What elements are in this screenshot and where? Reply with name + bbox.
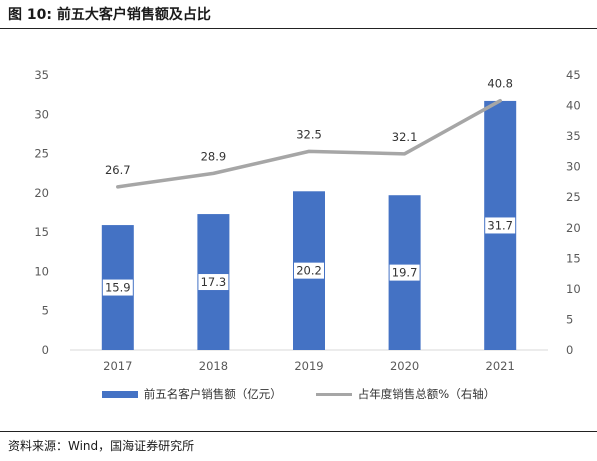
y-left-tick-label: 0 <box>42 343 49 357</box>
chart-title: 图 10: 前五大客户销售额及占比 <box>8 7 211 23</box>
bar-value-label: 15.9 <box>105 281 131 295</box>
y-right-tick-label: 40 <box>566 99 581 113</box>
line-value-label: 26.7 <box>105 163 131 177</box>
x-tick-label: 2021 <box>486 359 515 373</box>
bar-value-label-bg <box>294 262 324 279</box>
legend-swatch-bar <box>101 390 138 398</box>
legend-label-bar: 前五名客户销售额（亿元） <box>143 387 282 401</box>
bar-value-label: 19.7 <box>392 266 418 280</box>
line-value-label: 28.9 <box>201 149 227 163</box>
y-left-tick-label: 5 <box>42 304 49 318</box>
bar-value-label-bg <box>102 279 133 296</box>
y-right-tick-label: 15 <box>566 251 581 265</box>
line-value-label: 40.8 <box>487 77 513 91</box>
y-right-tick-label: 5 <box>566 312 573 326</box>
x-tick-label: 2020 <box>390 359 419 373</box>
x-tick-label: 2019 <box>294 359 323 373</box>
bar-value-label: 31.7 <box>487 218 513 232</box>
title-rule <box>0 28 597 29</box>
y-left-tick-label: 35 <box>34 68 49 82</box>
legend: 前五名客户销售额（亿元） 占年度销售总额%（右轴） <box>0 386 597 402</box>
y-right-tick-label: 30 <box>566 160 581 174</box>
y-right-tick-label: 35 <box>566 129 581 143</box>
bar-value-label-bg <box>198 274 229 291</box>
bar-value-label-bg <box>389 264 420 281</box>
bar-value-label: 17.3 <box>201 275 227 289</box>
legend-item-bar: 前五名客户销售额（亿元） <box>101 386 282 402</box>
source-note: 资料来源：Wind，国海证券研究所 <box>8 439 195 453</box>
y-right-tick-label: 20 <box>566 221 581 235</box>
line-series <box>116 98 502 189</box>
y-right-tick-label: 10 <box>566 282 581 296</box>
y-right-tick-label: 45 <box>566 68 581 82</box>
y-left-tick-label: 10 <box>34 264 49 278</box>
line-value-label: 32.1 <box>392 130 418 144</box>
y-right-tick-label: 25 <box>566 190 581 204</box>
legend-item-line: 占年度销售总额%（右轴） <box>315 386 496 402</box>
line-value-label: 32.5 <box>296 127 322 141</box>
x-tick-label: 2018 <box>199 359 228 373</box>
x-tick-label: 2017 <box>103 359 132 373</box>
y-right-tick-label: 0 <box>566 343 573 357</box>
legend-label-line: 占年度销售总额%（右轴） <box>357 387 496 401</box>
y-left-tick-label: 30 <box>34 107 49 121</box>
source-rule <box>0 431 597 432</box>
bar-value-label: 20.2 <box>296 264 322 278</box>
y-left-tick-label: 15 <box>34 225 49 239</box>
bar-value-label-bg <box>485 217 516 234</box>
legend-swatch-line <box>315 392 352 396</box>
y-left-tick-label: 20 <box>34 186 49 200</box>
y-left-tick-label: 25 <box>34 147 49 161</box>
